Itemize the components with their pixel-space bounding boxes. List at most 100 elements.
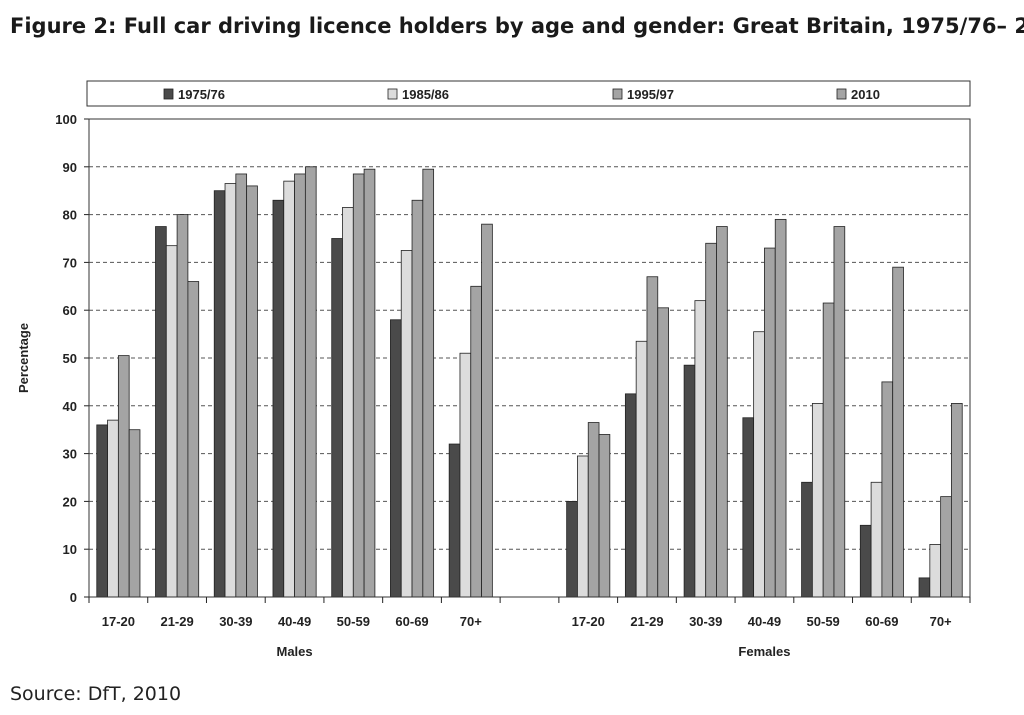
legend-swatch-1975-76 — [163, 88, 174, 100]
bar-males-40-49-2010 — [304, 166, 317, 598]
bar-females-17-20-1995-97 — [587, 422, 600, 598]
x-tick-label: 30-39 — [219, 614, 252, 629]
bar-males-50-59-1985-86 — [342, 207, 354, 598]
y-tick-label: 90 — [63, 160, 77, 175]
bar-females-70+-1985-86 — [929, 544, 942, 598]
bar-males-21-29-2010 — [187, 281, 200, 598]
bar-males-30-39-1985-86 — [224, 183, 237, 598]
bar-males-40-49-1995-97 — [294, 173, 306, 598]
bar-females-60-69-2010 — [892, 266, 904, 598]
bar-chart: 1975/76 1985/86 1995/97 2010 0 10 20 30 40 50 60 7… — [16, 80, 971, 659]
plot-frame — [88, 118, 971, 598]
bar-males-30-39-2010 — [246, 185, 258, 598]
y-tick-label: 0 — [70, 590, 77, 605]
bar-females-50-59-1995-97 — [822, 302, 835, 598]
legend-box — [86, 80, 971, 107]
bar-males-30-39-1995-97 — [235, 173, 248, 598]
bar-females-30-39-1995-97 — [705, 242, 717, 598]
bar-females-17-20-1975-76 — [566, 500, 578, 598]
bar-females-60-69-1975-76 — [859, 524, 872, 598]
legend-label: 1985/86 — [402, 87, 449, 102]
x-tick-label: 21-29 — [630, 614, 663, 629]
bar-females-21-29-1985-86 — [635, 340, 648, 598]
bar-females-30-39-1975-76 — [683, 364, 696, 598]
y-tick-label: 60 — [63, 303, 77, 318]
bar-females-21-29-1995-97 — [646, 276, 659, 598]
x-tick-label: 60-69 — [395, 614, 428, 629]
bar-males-70+-1985-86 — [459, 352, 472, 598]
legend-swatch-1995-97 — [612, 88, 623, 100]
bar-females-50-59-2010 — [833, 226, 846, 598]
bar-males-70+-2010 — [481, 223, 493, 598]
bar-females-50-59-1985-86 — [811, 403, 824, 598]
bar-females-40-49-1975-76 — [742, 417, 755, 598]
group-label-females: Females — [738, 644, 790, 659]
bar-males-21-29-1975-76 — [155, 226, 167, 598]
bar-males-60-69-1995-97 — [411, 199, 424, 598]
group-label-males: Males — [276, 644, 312, 659]
bar-males-60-69-1985-86 — [400, 250, 413, 598]
axis-labels: 0 10 20 30 40 50 60 70 80 90 100 17-20 21-29 30-39 40-… — [16, 112, 952, 659]
bar-females-50-59-1975-76 — [801, 481, 813, 598]
x-tick-label: 30-39 — [689, 614, 722, 629]
y-tick-label: 30 — [63, 447, 77, 462]
y-tick-label: 50 — [63, 351, 77, 366]
figure-title: Figure 2: Full car driving licence holde… — [10, 14, 1024, 38]
x-tick-label: 40-49 — [748, 614, 781, 629]
bar-males-17-20-1985-86 — [107, 419, 119, 598]
x-tick-label: 17-20 — [102, 614, 135, 629]
y-tick-label: 80 — [63, 208, 77, 223]
x-tick-label: 50-59 — [807, 614, 840, 629]
bar-females-40-49-2010 — [774, 218, 787, 598]
bars — [96, 166, 963, 598]
legend-label: 1995/97 — [627, 87, 674, 102]
y-tick-label: 10 — [63, 542, 77, 557]
legend-swatch-1985-86 — [387, 88, 398, 100]
bar-females-60-69-1985-86 — [870, 481, 883, 598]
x-tick-label: 21-29 — [160, 614, 193, 629]
y-tick-label: 20 — [63, 494, 77, 509]
axes — [84, 118, 971, 603]
bar-males-70+-1975-76 — [448, 443, 461, 598]
bar-males-50-59-1995-97 — [352, 173, 365, 598]
bar-males-17-20-1975-76 — [96, 424, 108, 598]
x-tick-label: 40-49 — [278, 614, 311, 629]
y-tick-label: 100 — [55, 112, 77, 127]
bar-males-17-20-2010 — [128, 429, 141, 598]
bar-males-21-29-1985-86 — [165, 245, 178, 598]
bar-females-70+-2010 — [951, 403, 963, 598]
bar-males-17-20-1995-97 — [117, 355, 130, 598]
bar-females-17-20-1985-86 — [577, 455, 589, 598]
bar-females-40-49-1985-86 — [753, 331, 765, 598]
bar-females-70+-1995-97 — [940, 496, 952, 598]
x-tick-label: 60-69 — [865, 614, 898, 629]
x-tick-label: 70+ — [460, 614, 482, 629]
bar-females-30-39-1985-86 — [694, 300, 707, 598]
y-tick-label: 40 — [63, 399, 77, 414]
legend-label: 2010 — [851, 87, 880, 102]
y-tick-label: 70 — [63, 255, 77, 270]
legend: 1975/76 1985/86 1995/97 2010 — [86, 80, 971, 107]
bar-females-21-29-1975-76 — [624, 393, 637, 598]
bar-females-40-49-1995-97 — [764, 247, 776, 598]
bar-males-50-59-2010 — [363, 168, 376, 598]
bar-males-21-29-1995-97 — [176, 214, 189, 598]
x-tick-label: 17-20 — [572, 614, 605, 629]
bar-males-60-69-2010 — [422, 168, 435, 598]
bar-males-40-49-1975-76 — [272, 199, 285, 598]
legend-swatch-2010 — [836, 88, 847, 100]
bar-females-17-20-2010 — [598, 434, 611, 598]
source-note: Source: DfT, 2010 — [10, 683, 182, 705]
x-tick-label: 70+ — [930, 614, 952, 629]
bar-males-40-49-1985-86 — [283, 180, 295, 598]
bar-females-70+-1975-76 — [918, 577, 931, 598]
bar-females-30-39-2010 — [716, 226, 728, 598]
y-axis-title: Percentage — [16, 323, 31, 393]
bar-males-70+-1995-97 — [470, 285, 482, 598]
legend-label: 1975/76 — [178, 87, 225, 102]
bar-males-50-59-1975-76 — [331, 238, 343, 598]
bar-females-21-29-2010 — [657, 307, 669, 598]
bar-females-60-69-1995-97 — [881, 381, 894, 598]
x-tick-label: 50-59 — [337, 614, 370, 629]
bar-males-60-69-1975-76 — [390, 319, 402, 598]
